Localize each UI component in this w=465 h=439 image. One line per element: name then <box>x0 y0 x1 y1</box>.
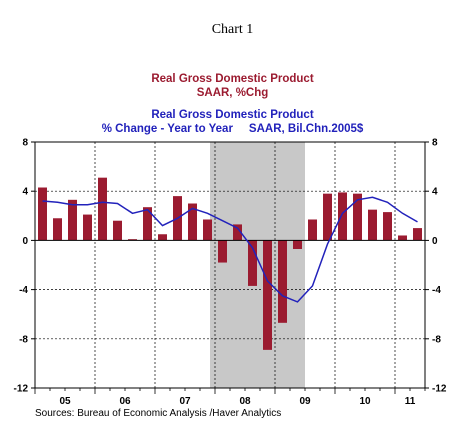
gdp-bar <box>188 203 197 241</box>
gdp-bar <box>263 240 272 350</box>
gdp-bar <box>158 234 167 241</box>
gdp-bar <box>98 177 107 241</box>
line-series-subtitle: % Change - Year to Year SAAR, Bil.Chn.20… <box>101 123 364 135</box>
gdp-bar <box>353 193 362 241</box>
bar-series-subtitle: SAAR, %Chg <box>196 87 269 99</box>
gdp-bar <box>203 219 212 241</box>
x-year-label: 11 <box>405 396 416 407</box>
y-tick-label-right: -8 <box>432 334 441 345</box>
yoy-line <box>42 196 418 303</box>
line-series-title: Real Gross Domestic Product <box>151 109 314 121</box>
x-year-label: 09 <box>299 396 311 407</box>
line-series-legend: Real Gross Domestic Product % Change - Y… <box>0 108 465 136</box>
gdp-bar <box>248 240 257 286</box>
y-tick-label-left: 0 <box>22 236 28 247</box>
gdp-bar <box>113 220 122 241</box>
x-year-label: 07 <box>179 396 191 407</box>
gdp-bar <box>308 219 317 241</box>
x-year-label: 05 <box>59 396 71 407</box>
gdp-bar <box>338 192 347 241</box>
x-year-label: 10 <box>359 396 371 407</box>
bar-series-legend: Real Gross Domestic Product SAAR, %Chg <box>0 72 465 100</box>
recession-shading <box>210 142 305 388</box>
gdp-bar <box>383 212 392 241</box>
gdp-bar <box>68 199 77 241</box>
source-note: Sources: Bureau of Economic Analysis /Ha… <box>35 408 282 419</box>
gdp-bar <box>38 187 47 241</box>
y-tick-label-left: -4 <box>19 285 28 296</box>
gdp-bar <box>323 193 332 241</box>
y-tick-label-right: 4 <box>432 187 438 198</box>
x-year-label: 06 <box>119 396 131 407</box>
gdp-bar <box>128 239 137 241</box>
gdp-bar <box>413 228 422 241</box>
gdp-bar <box>53 218 62 241</box>
bar-series-title: Real Gross Domestic Product <box>151 73 314 85</box>
y-tick-label-left: 4 <box>22 187 28 198</box>
y-tick-label-left: 8 <box>22 138 28 149</box>
gdp-bar <box>368 209 377 241</box>
y-tick-label-right: 8 <box>432 138 438 149</box>
y-tick-label-left: -12 <box>14 384 29 395</box>
gdp-bar <box>83 214 92 241</box>
gdp-bar <box>233 224 242 241</box>
x-year-label: 08 <box>239 396 251 407</box>
chart-title: Chart 1 <box>211 22 254 37</box>
y-tick-label-right: -4 <box>432 285 441 296</box>
gdp-bar <box>218 240 227 263</box>
gdp-bar <box>398 235 407 241</box>
gdp-bar <box>143 207 152 241</box>
y-tick-label-left: -8 <box>19 334 28 345</box>
y-tick-label-right: 0 <box>432 236 438 247</box>
gdp-bar <box>278 240 287 323</box>
gdp-bar <box>293 240 302 250</box>
y-tick-label-right: -12 <box>432 384 447 395</box>
